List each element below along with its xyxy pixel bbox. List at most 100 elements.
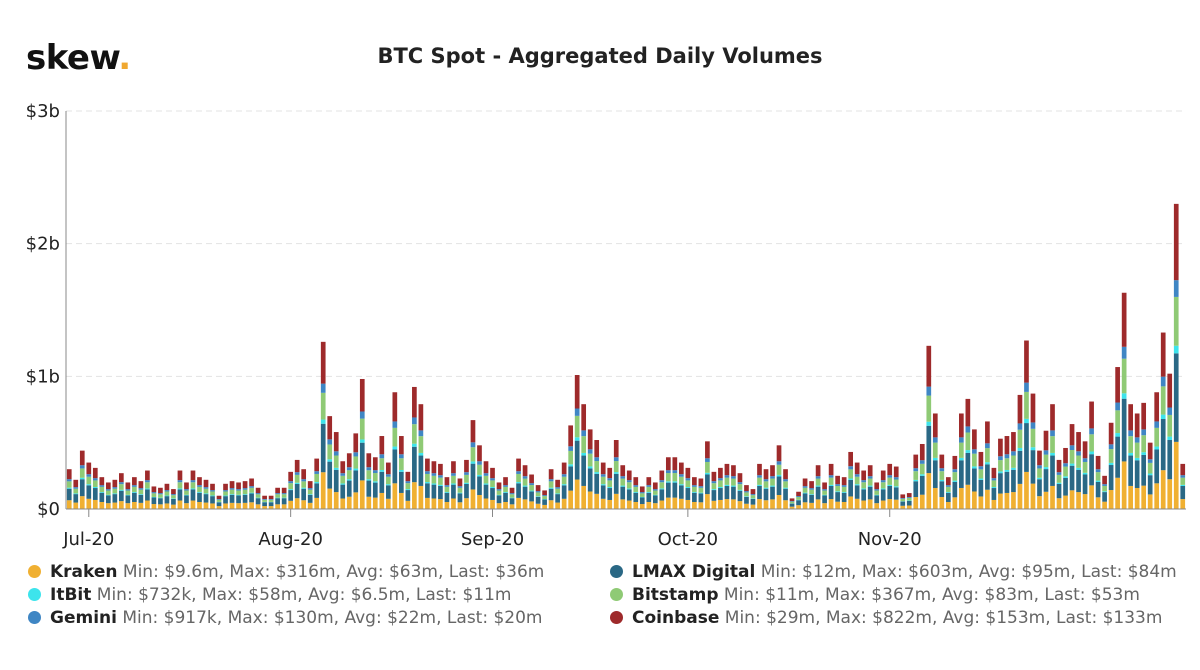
bar-segment-itbit — [359, 439, 365, 443]
bar-segment-lmax-digital — [998, 473, 1003, 494]
bar-segment-itbit — [1024, 418, 1029, 424]
bar-segment-bitstamp — [1095, 472, 1101, 481]
bar-segment-itbit — [854, 484, 860, 486]
bar-segment-gemini — [112, 487, 118, 489]
bar-segment-gemini — [789, 501, 795, 502]
day-bar — [314, 458, 320, 509]
legend-item-kraken[interactable]: Kraken Min: $9.6m, Max: $316m, Avg: $63m… — [28, 562, 544, 582]
bar-segment-bitstamp — [685, 480, 691, 487]
bar-segment-lmax-digital — [861, 489, 867, 501]
bar-segment-kraken — [607, 499, 613, 509]
bar-segment-lmax-digital — [750, 498, 756, 505]
bar-segment-coinbase — [353, 433, 359, 453]
legend-item-gemini[interactable]: Gemini Min: $917k, Max: $130m, Avg: $22m… — [28, 608, 542, 628]
bar-segment-bitstamp — [275, 494, 280, 498]
day-bar — [1115, 367, 1120, 509]
bar-segment-itbit — [600, 484, 606, 486]
bar-segment-lmax-digital — [366, 480, 372, 497]
legend-item-itbit[interactable]: ItBit Min: $732k, Max: $58m, Avg: $6.5m,… — [28, 585, 511, 605]
bar-segment-coinbase — [66, 469, 72, 480]
bar-segment-kraken — [320, 472, 326, 509]
bar-segment-itbit — [835, 491, 840, 493]
bar-segment-itbit — [959, 457, 964, 461]
bar-segment-kraken — [281, 504, 287, 509]
bar-segment-kraken — [346, 496, 352, 509]
day-bar — [731, 465, 736, 509]
bar-segment-kraken — [880, 500, 886, 509]
bar-segment-lmax-digital — [972, 468, 977, 492]
bar-segment-itbit — [744, 496, 749, 497]
bar-segment-lmax-digital — [763, 488, 769, 501]
day-bar — [464, 459, 469, 509]
bar-segment-gemini — [1134, 437, 1140, 443]
bar-segment-gemini — [418, 430, 424, 437]
bar-segment-bitstamp — [1004, 458, 1010, 470]
bar-segment-lmax-digital — [346, 480, 352, 497]
day-bar — [1063, 447, 1068, 509]
bar-segment-kraken — [802, 502, 808, 509]
bar-segment-gemini — [652, 489, 658, 491]
legend-item-coinbase[interactable]: Coinbase Min: $29m, Max: $822m, Avg: $15… — [610, 608, 1162, 628]
bar-segment-kraken — [177, 500, 183, 509]
bar-segment-kraken — [535, 503, 541, 509]
bar-segment-coinbase — [516, 458, 521, 472]
bar-segment-kraken — [1147, 494, 1153, 509]
bar-segment-kraken — [1115, 477, 1120, 509]
day-bar — [483, 461, 489, 509]
day-bar — [665, 457, 671, 509]
bar-segment-gemini — [412, 417, 417, 425]
bar-segment-gemini — [548, 479, 554, 482]
bar-segment-coinbase — [197, 477, 202, 486]
bar-segment-coinbase — [470, 420, 476, 443]
day-bar — [281, 487, 287, 509]
bar-segment-bitstamp — [1141, 435, 1147, 453]
bar-segment-itbit — [451, 483, 456, 485]
bar-segment-gemini — [379, 454, 385, 459]
bar-segment-kraken — [145, 500, 150, 509]
day-bar — [789, 498, 795, 509]
bar-segment-lmax-digital — [1154, 449, 1160, 484]
bar-segment-gemini — [1147, 459, 1153, 463]
bar-segment-lmax-digital — [568, 466, 573, 491]
bar-segment-bitstamp — [1180, 477, 1186, 485]
bar-segment-gemini — [1180, 475, 1186, 478]
legend-item-bitstamp[interactable]: Bitstamp Min: $11m, Max: $367m, Avg: $83… — [610, 585, 1140, 605]
legend-item-lmax-digital[interactable]: LMAX Digital Min: $12m, Max: $603m, Avg:… — [610, 562, 1177, 582]
day-bar — [639, 486, 645, 509]
bar-segment-itbit — [229, 494, 235, 495]
day-bar — [737, 473, 743, 509]
day-bar — [685, 467, 691, 509]
bar-segment-gemini — [119, 482, 124, 485]
bar-segment-bitstamp — [73, 488, 79, 494]
bar-segment-kraken — [770, 499, 775, 509]
bar-segment-bitstamp — [464, 474, 469, 483]
day-bar — [542, 490, 547, 509]
bar-segment-coinbase — [203, 479, 209, 488]
bar-segment-coinbase — [945, 477, 951, 486]
bar-segment-coinbase — [385, 462, 391, 475]
day-bar — [229, 481, 235, 509]
bar-segment-bitstamp — [737, 484, 743, 490]
bar-segment-itbit — [633, 491, 639, 493]
bar-segment-gemini — [998, 456, 1003, 461]
bar-segment-coinbase — [1121, 292, 1127, 347]
bar-segment-itbit — [724, 484, 730, 486]
bar-segment-coinbase — [1004, 436, 1010, 455]
bar-segment-bitstamp — [405, 483, 411, 490]
bar-segment-bitstamp — [145, 482, 150, 489]
bar-segment-bitstamp — [483, 475, 489, 484]
bar-segment-itbit — [893, 486, 899, 488]
bar-segment-lmax-digital — [1180, 486, 1186, 500]
bar-segment-gemini — [854, 474, 860, 477]
bar-segment-kraken — [952, 497, 958, 509]
bar-segment-itbit — [985, 462, 990, 465]
bar-segment-gemini — [79, 465, 85, 469]
bar-segment-lmax-digital — [731, 486, 736, 500]
bar-segment-bitstamp — [425, 473, 430, 483]
bar-segment-gemini — [223, 490, 228, 492]
bar-segment-lmax-digital — [327, 461, 333, 489]
bar-segment-coinbase — [535, 485, 541, 492]
day-bar — [301, 469, 307, 509]
bar-segment-bitstamp — [99, 486, 105, 492]
bar-segment-bitstamp — [151, 493, 157, 497]
